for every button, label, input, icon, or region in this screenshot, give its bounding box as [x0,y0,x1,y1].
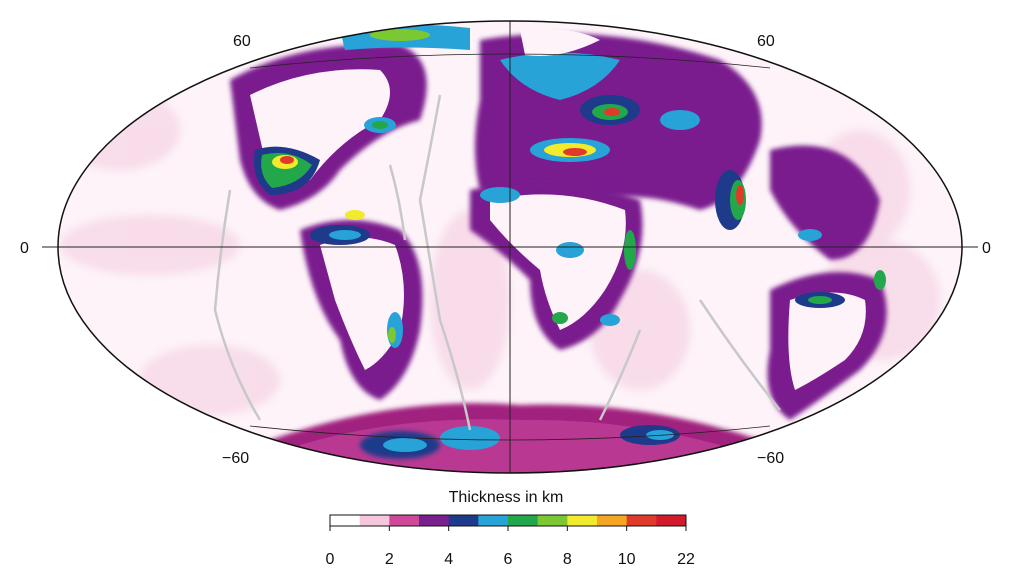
color-legend: Thickness in km 0 2 4 6 8 10 22 [326,489,695,568]
legend-swatch [656,515,687,526]
legend-tick-label: 22 [677,551,695,568]
legend-tick-label: 0 [326,551,335,568]
legend-tick-label: 6 [504,551,513,568]
legend-swatch [419,515,450,526]
legend-swatch [478,515,509,526]
lat-label-n60-left: 60 [233,33,251,50]
eurasia-basins [475,28,762,230]
graticule [42,21,978,473]
lat-label-equator-left: 0 [20,240,29,257]
legend-tick-label: 4 [444,551,453,568]
legend-tick-label: 10 [618,551,636,568]
legend-swatch [448,515,479,526]
legend-title: Thickness in km [449,489,564,506]
legend-swatch [359,515,390,526]
parallel-south-60 [249,425,771,441]
thickness-field [60,24,940,473]
legend-swatch [330,515,361,526]
globe-outline [57,20,963,474]
legend-tick-label: 2 [385,551,394,568]
legend-ticks: 0 2 4 6 8 10 22 [326,526,695,568]
legend-swatch [537,515,568,526]
africa-basins [470,182,643,350]
legend-colorbar [330,515,687,526]
north-america-basins [230,24,470,210]
parallel-north-60 [249,53,771,69]
legend-swatch [389,515,420,526]
legend-tick-label: 8 [563,551,572,568]
legend-swatch [567,515,598,526]
mid-ocean-ridges [213,94,781,431]
lat-label-equator-right: 0 [982,240,991,257]
legend-swatch [597,515,628,526]
legend-swatch [626,515,657,526]
lat-label-s60-left: −60 [222,450,249,467]
south-america-basins [300,210,423,400]
legend-swatch [508,515,539,526]
lat-label-s60-right: −60 [757,450,784,467]
asia-pacific-basins [767,145,887,420]
lat-label-n60-right: 60 [757,33,775,50]
